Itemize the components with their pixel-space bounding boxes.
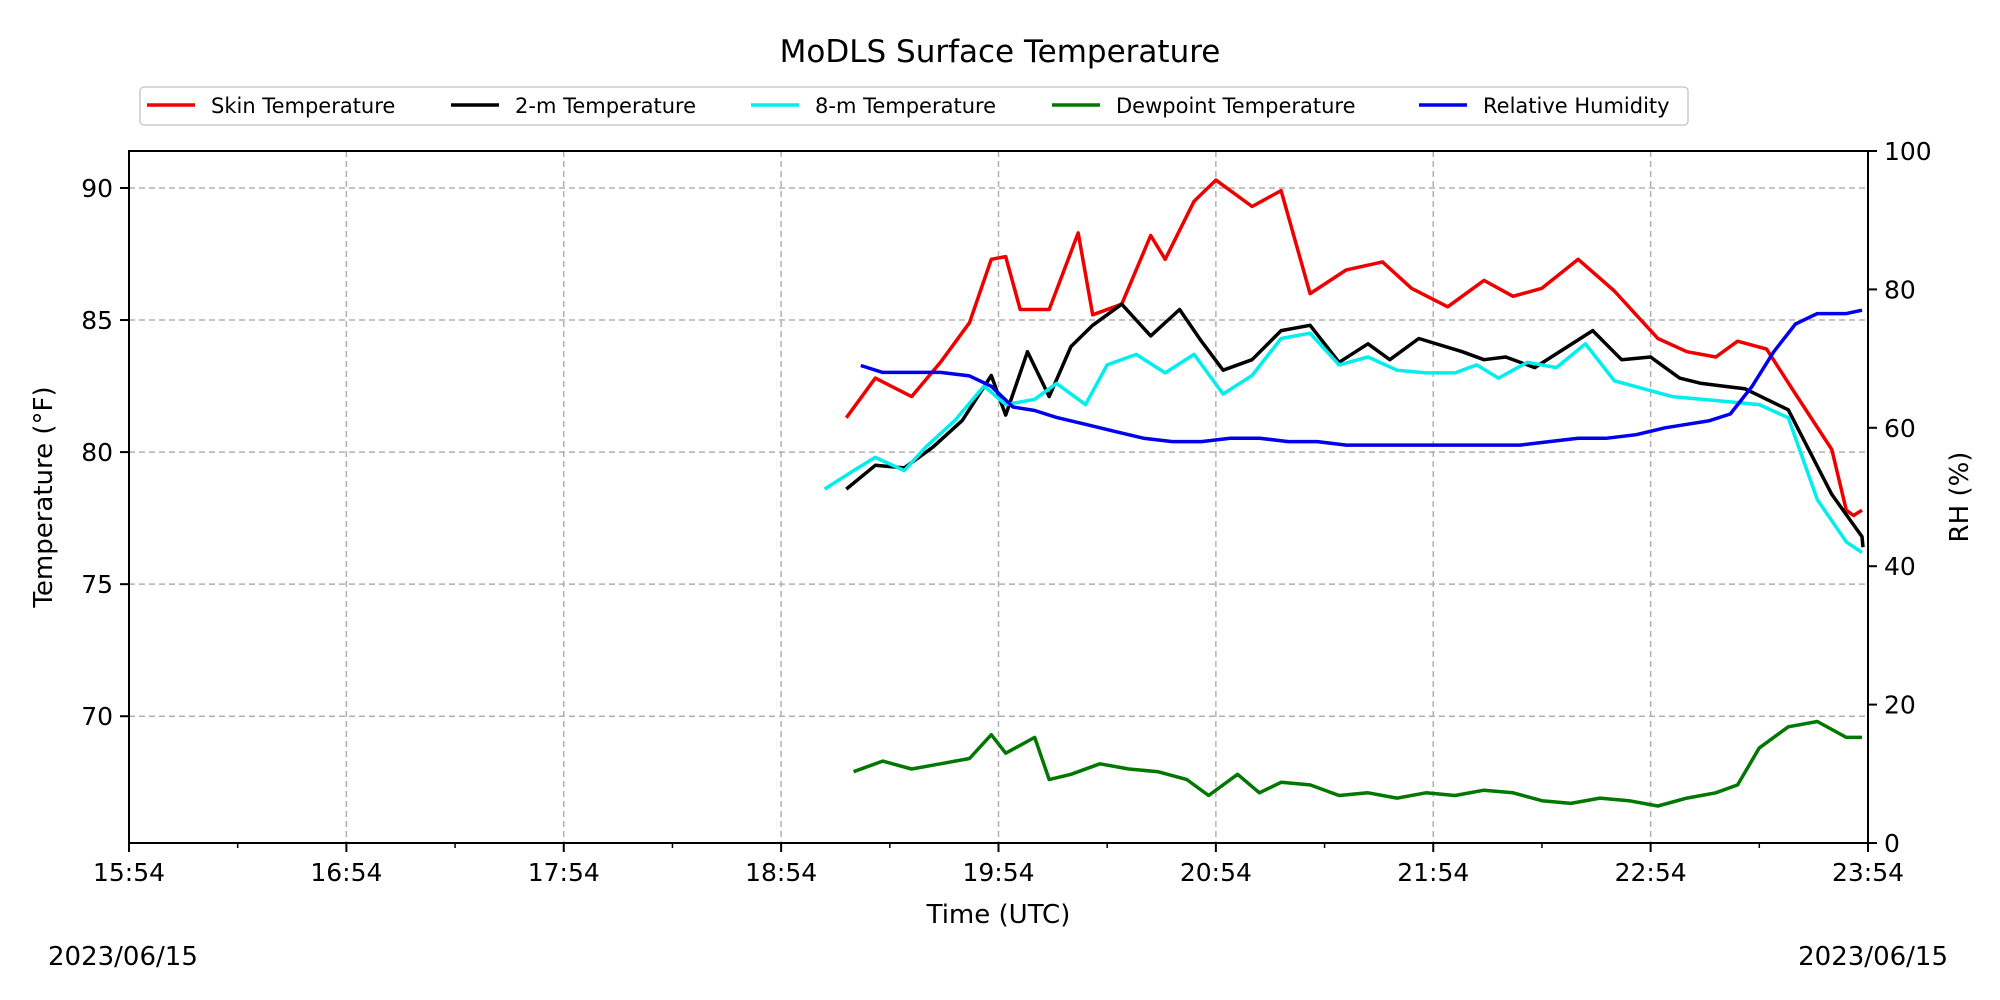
legend-label-t2m: 2-m Temperature [515,94,696,118]
x-tick-label: 20:54 [1180,858,1252,887]
y-tick-label: 80 [81,438,113,467]
x-tick-label: 17:54 [528,858,600,887]
y-tick-label: 85 [81,306,113,335]
start-date-label: 2023/06/15 [48,942,198,972]
x-tick-label: 18:54 [745,858,817,887]
series-line-skin [844,178,1863,518]
y2-axis-label: RH (%) [1945,452,1975,543]
legend-box [139,86,1689,126]
series-line-rh [860,308,1863,447]
x-tick-label: 22:54 [1615,858,1687,887]
x-tick-label: 21:54 [1397,858,1469,887]
series-line-dewpoint [852,719,1862,808]
chart-title: MoDLS Surface Temperature [780,34,1221,70]
y-tick-label: 70 [81,702,113,731]
y2-tick-label: 60 [1884,414,1916,443]
x-tick-label: 23:54 [1832,858,1904,887]
x-tick-label: 16:54 [310,858,382,887]
y2-tick-label: 100 [1884,137,1932,166]
legend-label-rh: Relative Humidity [1483,94,1670,118]
x-axis-label: Time (UTC) [926,900,1071,930]
end-date-label: 2023/06/15 [1798,942,1948,972]
y2-tick-label: 20 [1884,691,1916,720]
y2-tick-label: 40 [1884,552,1916,581]
legend-label-t8m: 8-m Temperature [815,94,996,118]
y-tick-label: 75 [81,570,113,599]
y2-tick-label: 80 [1884,275,1916,304]
x-tick-label: 19:54 [962,858,1034,887]
y-axis-label: Temperature (°F) [29,386,59,608]
x-tick-label: 15:54 [93,858,165,887]
legend-label-skin: Skin Temperature [211,94,395,118]
y2-tick-label: 0 [1884,829,1900,858]
series-line-t8m [823,331,1863,554]
legend-label-dewpoint: Dewpoint Temperature [1116,94,1356,118]
series-line-t2m [845,302,1865,548]
y-tick-label: 90 [81,174,113,203]
